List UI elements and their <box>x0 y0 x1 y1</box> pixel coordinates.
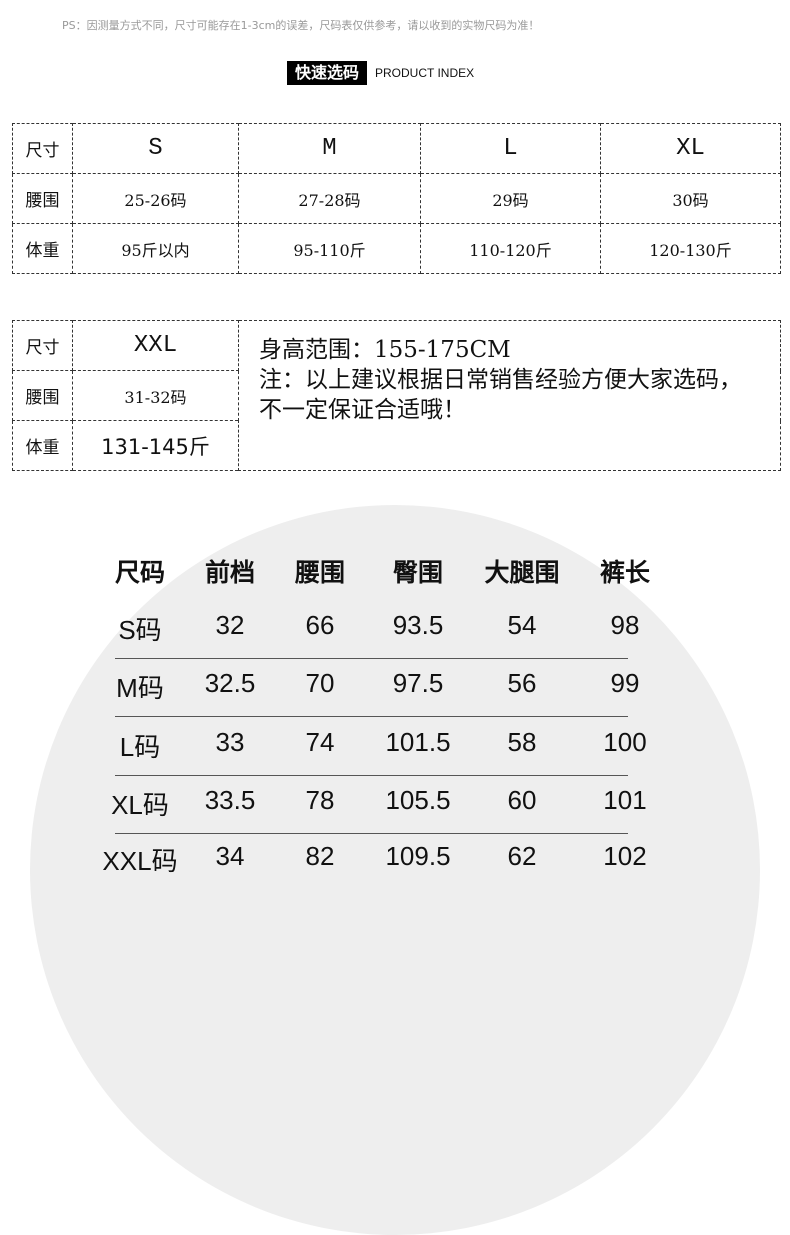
table-cell: 82 <box>305 841 335 871</box>
row-divider <box>115 716 628 717</box>
title-en: PRODUCT INDEX <box>375 66 475 80</box>
table-cell: 62 <box>507 841 537 871</box>
table-cell: 99 <box>610 668 640 698</box>
table-cell: 100 <box>603 727 647 757</box>
table-cell: 58 <box>507 727 537 757</box>
row-divider <box>115 833 628 834</box>
column-header: 腰围 <box>294 559 346 587</box>
table-cell: S码 <box>118 615 162 645</box>
table-row: 体重 95斤以内 95-110斤 110-120斤 120-130斤 <box>12 223 781 274</box>
table-cell: XL码 <box>111 790 169 820</box>
table-cell: 66 <box>305 610 335 640</box>
table-cell: 60 <box>507 785 537 815</box>
table-row: 腰围 31-32码 <box>12 370 781 421</box>
size-cell: XL <box>600 123 781 174</box>
table-cell: 78 <box>305 785 335 815</box>
table-cell: 70 <box>305 668 335 698</box>
waist-cell: 25-26码 <box>72 173 239 224</box>
row-label: 腰围 <box>12 370 73 421</box>
table-cell: 32 <box>215 610 245 640</box>
size-cell: L <box>420 123 601 174</box>
table-cell: 97.5 <box>392 668 444 698</box>
table-cell: 56 <box>507 668 537 698</box>
waist-cell: 31-32码 <box>72 370 239 421</box>
row-label: 体重 <box>12 223 73 274</box>
row-label: 体重 <box>12 420 73 471</box>
table-cell: 101.5 <box>385 727 451 757</box>
table-row: 尺寸 S M L XL <box>12 123 781 174</box>
table-cell: 32.5 <box>204 668 256 698</box>
section-title: 快速选码 PRODUCT INDEX <box>287 61 474 85</box>
column-header: 尺码 <box>114 559 166 587</box>
column-header: 裤长 <box>599 559 651 587</box>
ps-note: PS：因测量方式不同，尺寸可能存在1-3cm的误差，尺码表仅供参考，请以收到的实… <box>62 19 540 32</box>
column-header: 前档 <box>204 559 256 587</box>
table-cell: 109.5 <box>385 841 451 871</box>
size-cell: M <box>238 123 421 174</box>
table-cell: 33.5 <box>204 785 256 815</box>
table-cell: L码 <box>119 732 161 762</box>
table-cell: 74 <box>305 727 335 757</box>
table-cell: 101 <box>603 785 647 815</box>
table-cell: 93.5 <box>392 610 444 640</box>
table-cell: 98 <box>610 610 640 640</box>
table-row: 体重 131-145斤 <box>12 420 781 471</box>
weight-cell: 95斤以内 <box>72 223 239 274</box>
row-label: 腰围 <box>12 173 73 224</box>
weight-cell: 110-120斤 <box>420 223 601 274</box>
column-header: 臀围 <box>392 559 444 587</box>
table-row: 腰围 25-26码 27-28码 29码 30码 <box>12 173 781 224</box>
table-cell: 102 <box>603 841 647 871</box>
table-cell: XXL码 <box>102 846 178 876</box>
waist-cell: 29码 <box>420 173 601 224</box>
note-cell: 身高范围：155-175CM 注：以上建议根据日常销售经验方便大家选码，不一定保… <box>238 320 781 471</box>
table-row: 尺寸 XXL 身高范围：155-175CM 注：以上建议根据日常销售经验方便大家… <box>12 320 781 471</box>
table-cell: M码 <box>116 673 164 703</box>
note-text: 注：以上建议根据日常销售经验方便大家选码，不一定保证合适哦！ <box>259 367 742 423</box>
table-cell: 105.5 <box>385 785 451 815</box>
table-cell: 33 <box>215 727 245 757</box>
size-cell: S <box>72 123 239 174</box>
waist-cell: 27-28码 <box>238 173 421 224</box>
waist-cell: 30码 <box>600 173 781 224</box>
table-cell: 34 <box>215 841 245 871</box>
weight-cell: 95-110斤 <box>238 223 421 274</box>
table-cell: 54 <box>507 610 537 640</box>
size-cell: XXL <box>72 320 239 371</box>
row-divider <box>115 658 628 659</box>
column-header: 大腿围 <box>484 559 560 587</box>
height-range: 身高范围：155-175CM <box>259 337 511 363</box>
row-label: 尺寸 <box>12 320 73 371</box>
xxl-size-table: 尺寸 XXL 身高范围：155-175CM 注：以上建议根据日常销售经验方便大家… <box>12 320 781 471</box>
quick-size-table: 尺寸 S M L XL 腰围 25-26码 27-28码 29码 30码 体重 … <box>12 123 781 274</box>
title-cn: 快速选码 <box>287 61 368 85</box>
weight-cell: 131-145斤 <box>72 420 239 471</box>
row-label: 尺寸 <box>12 123 73 174</box>
weight-cell: 120-130斤 <box>600 223 781 274</box>
row-divider <box>115 775 628 776</box>
